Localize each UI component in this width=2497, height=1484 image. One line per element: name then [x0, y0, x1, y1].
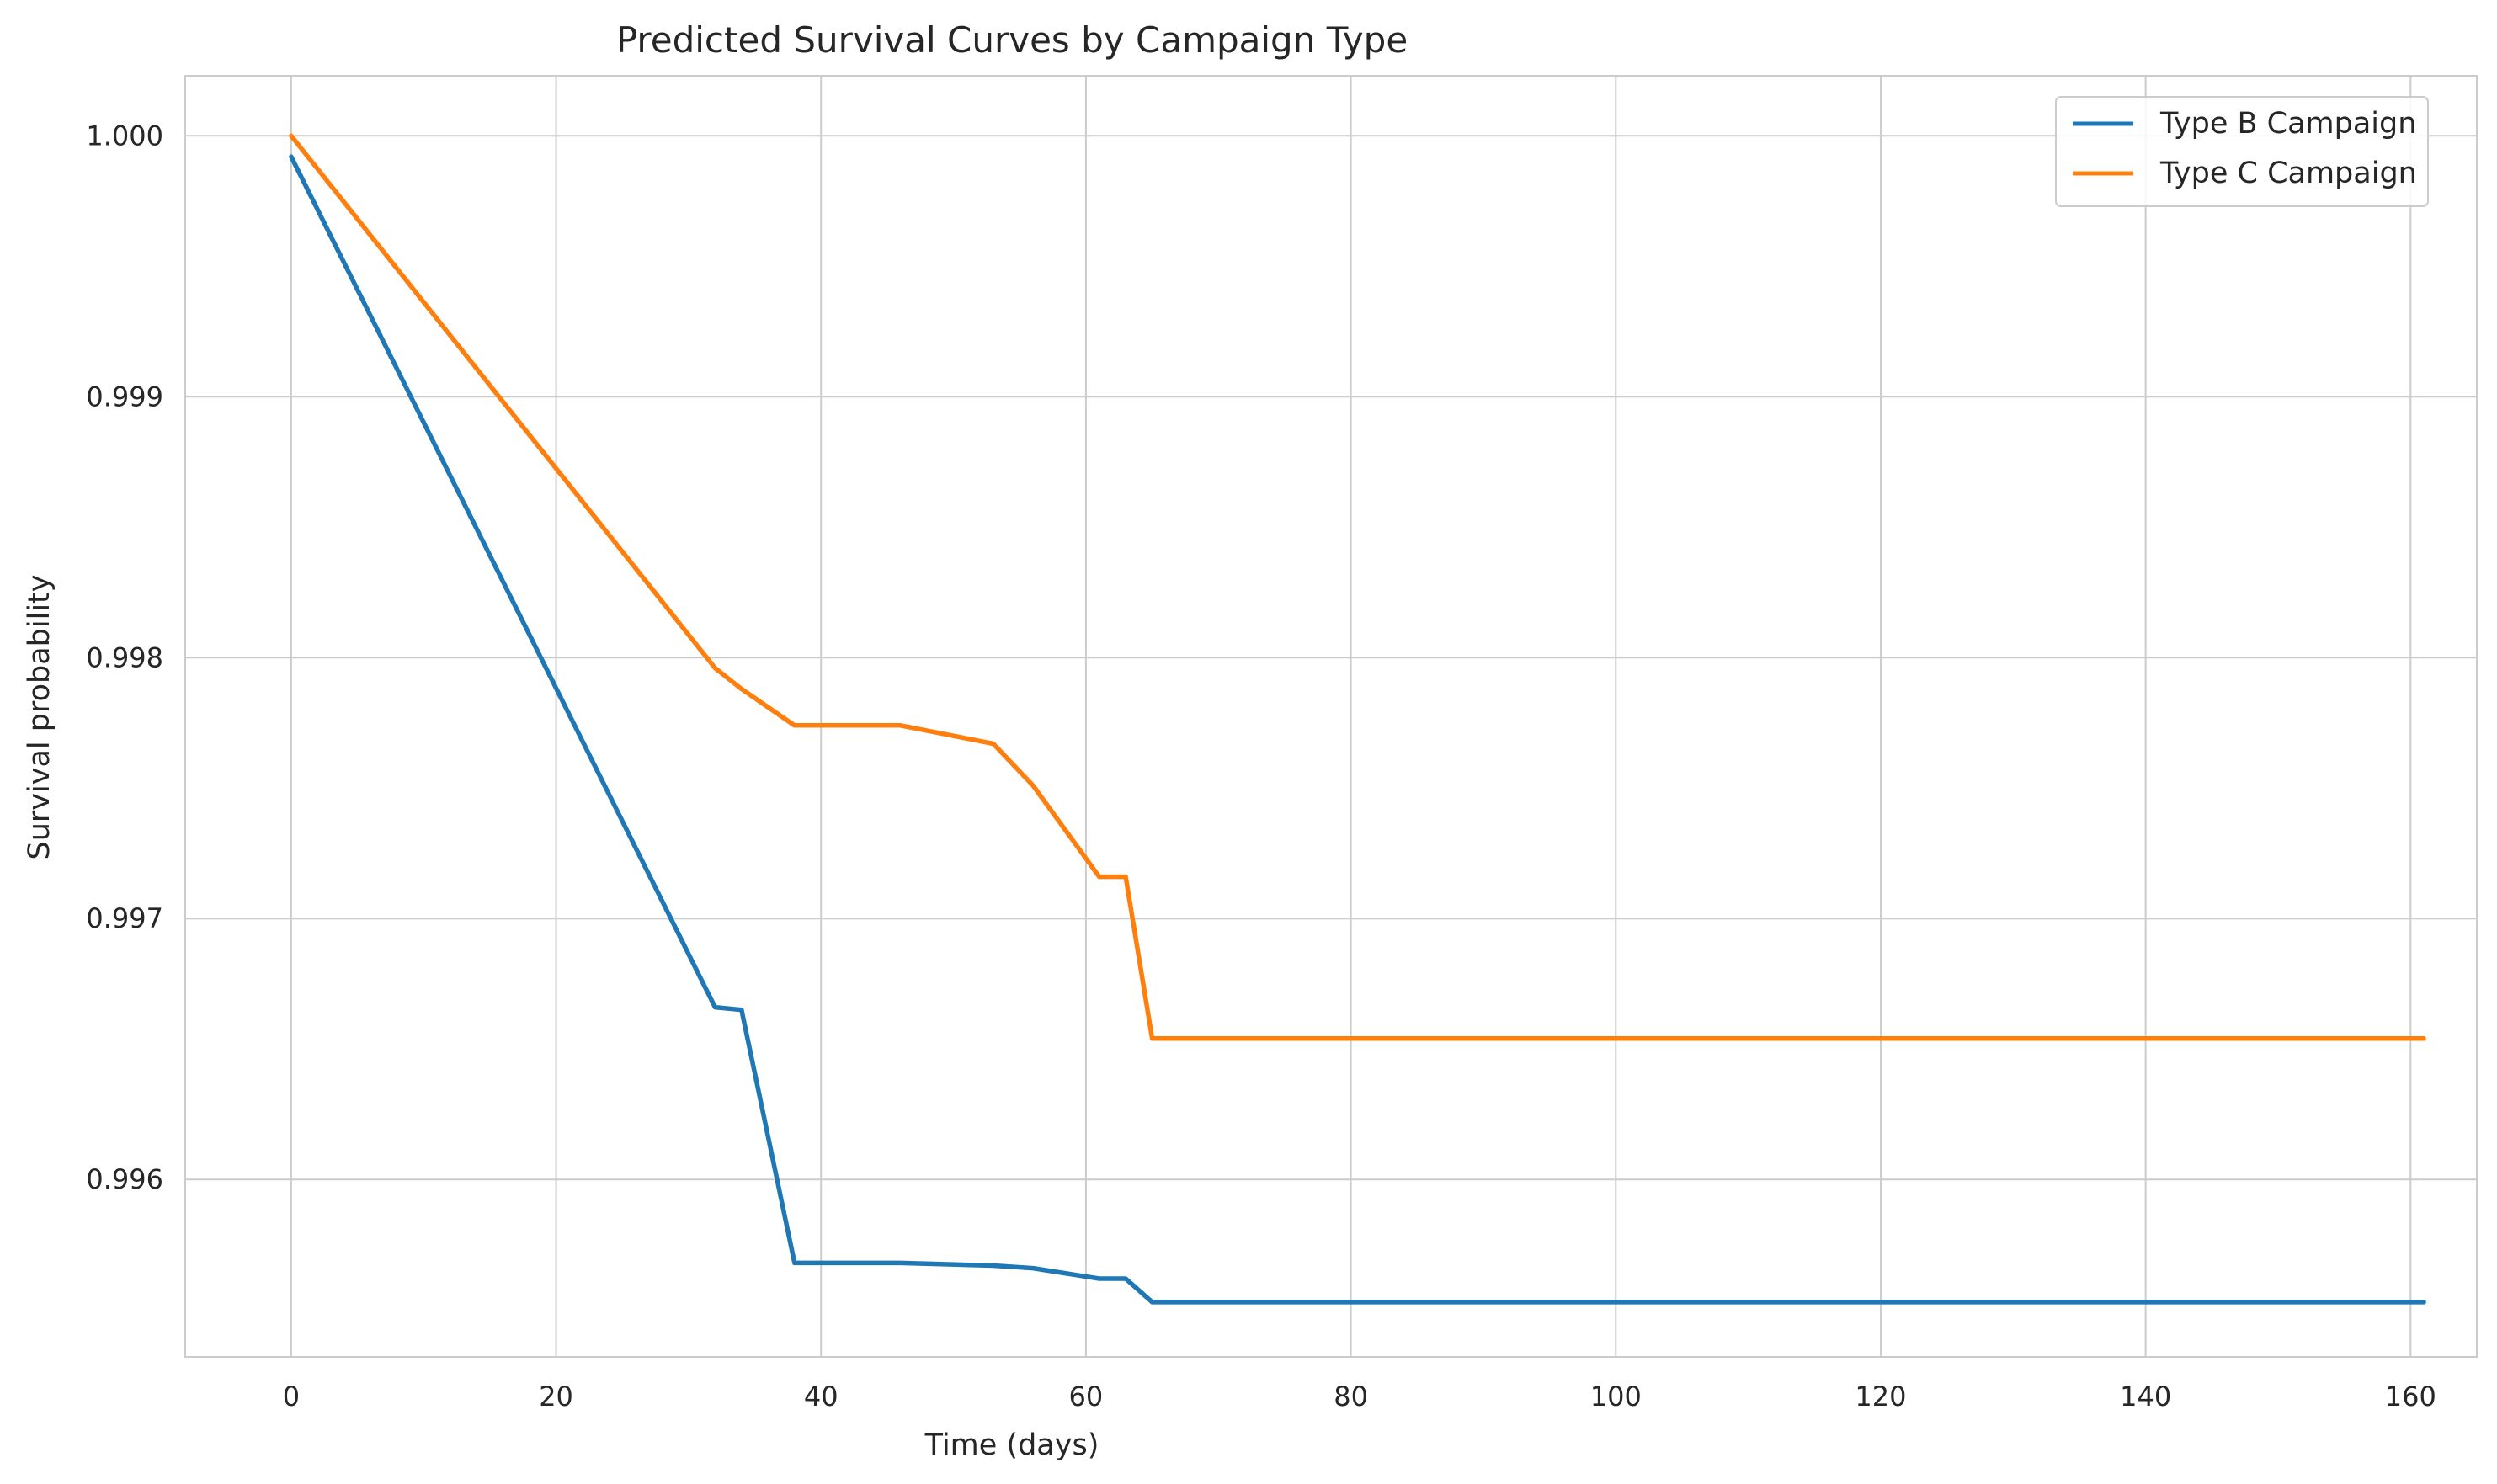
- y-axis-label: Survival probability: [23, 575, 56, 860]
- plot-area: [185, 76, 2477, 1357]
- y-tick-labels: 0.996 0.997 0.998 0.999 1.000: [86, 120, 163, 1195]
- series-line-type-c: [289, 133, 2426, 1041]
- y-tick-label: 0.998: [86, 641, 163, 673]
- legend-label-type-b: Type B Campaign: [2159, 107, 2416, 141]
- series-line-type-b: [289, 154, 2426, 1305]
- series-lines: [289, 133, 2426, 1305]
- x-tick-label: 140: [2120, 1380, 2171, 1412]
- y-tick-label: 0.997: [86, 902, 163, 934]
- x-tick-label: 100: [1590, 1380, 1642, 1412]
- legend-box: [2055, 96, 2429, 207]
- x-tick-label: 80: [1334, 1380, 1368, 1412]
- x-tick-labels: 0 20 40 60 80 100 120 140 160: [283, 1380, 2436, 1412]
- legend-label-type-c: Type C Campaign: [2159, 157, 2417, 190]
- x-tick-label: 0: [283, 1380, 300, 1412]
- y-tick-label: 1.000: [86, 120, 163, 152]
- x-tick-label: 20: [539, 1380, 573, 1412]
- y-tick-label: 0.996: [86, 1163, 163, 1195]
- y-tick-label: 0.999: [86, 380, 163, 412]
- chart-title: Predicted Survival Curves by Campaign Ty…: [616, 19, 1408, 61]
- x-tick-label: 160: [2385, 1380, 2436, 1412]
- x-tick-label: 120: [1855, 1380, 1906, 1412]
- legend: Type B Campaign Type C Campaign: [2055, 96, 2429, 207]
- x-tick-label: 60: [1069, 1380, 1104, 1412]
- x-tick-label: 40: [804, 1380, 839, 1412]
- x-axis-label: Time (days): [924, 1428, 1099, 1462]
- plot-frame: [184, 75, 2478, 1358]
